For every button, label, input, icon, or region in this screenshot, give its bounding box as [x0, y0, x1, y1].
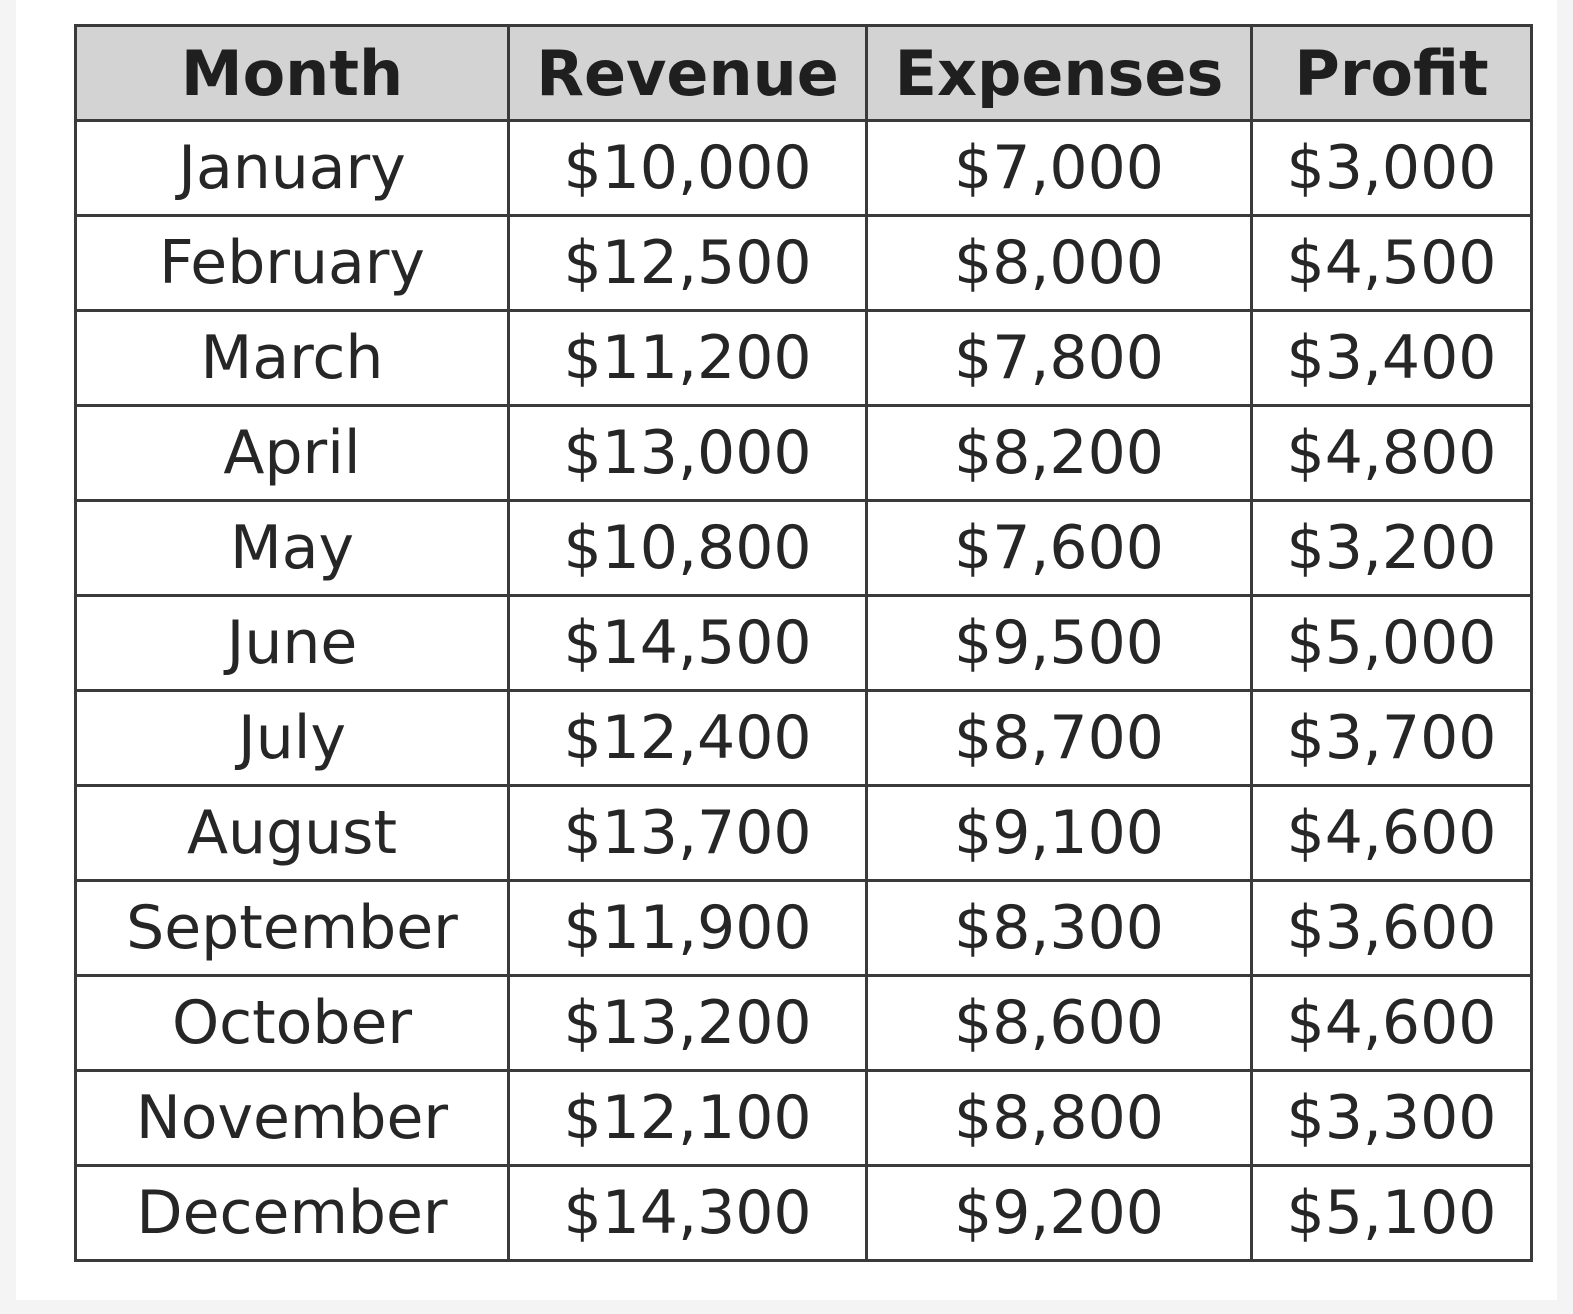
- table-header-row: Month Revenue Expenses Profit: [74, 24, 1533, 122]
- header-revenue: Revenue: [507, 24, 868, 122]
- cell-expenses: $8,600: [865, 974, 1253, 1072]
- cell-month: August: [74, 784, 510, 882]
- table-row: February $12,500 $8,000 $4,500: [74, 214, 1533, 312]
- cell-expenses: $7,800: [865, 309, 1253, 407]
- header-expenses: Expenses: [865, 24, 1253, 122]
- cell-month: February: [74, 214, 510, 312]
- table-row: December $14,300 $9,200 $5,100: [74, 1164, 1533, 1262]
- cell-revenue: $13,700: [507, 784, 868, 882]
- cell-revenue: $12,500: [507, 214, 868, 312]
- cell-profit: $4,600: [1250, 784, 1533, 882]
- cell-profit: $3,600: [1250, 879, 1533, 977]
- table-row: July $12,400 $8,700 $3,700: [74, 689, 1533, 787]
- cell-expenses: $8,800: [865, 1069, 1253, 1167]
- cell-revenue: $10,000: [507, 119, 868, 217]
- table-row: June $14,500 $9,500 $5,000: [74, 594, 1533, 692]
- cell-month: November: [74, 1069, 510, 1167]
- cell-revenue: $14,300: [507, 1164, 868, 1262]
- cell-revenue: $11,200: [507, 309, 868, 407]
- cell-month: January: [74, 119, 510, 217]
- cell-expenses: $8,200: [865, 404, 1253, 502]
- cell-revenue: $12,100: [507, 1069, 868, 1167]
- cell-profit: $3,000: [1250, 119, 1533, 217]
- cell-expenses: $9,200: [865, 1164, 1253, 1262]
- page-background: Month Revenue Expenses Profit January $1…: [16, 0, 1557, 1300]
- cell-month: March: [74, 309, 510, 407]
- cell-profit: $5,100: [1250, 1164, 1533, 1262]
- cell-profit: $4,500: [1250, 214, 1533, 312]
- cell-month: December: [74, 1164, 510, 1262]
- cell-month: June: [74, 594, 510, 692]
- cell-profit: $3,400: [1250, 309, 1533, 407]
- cell-profit: $4,600: [1250, 974, 1533, 1072]
- cell-profit: $3,700: [1250, 689, 1533, 787]
- cell-month: October: [74, 974, 510, 1072]
- cell-expenses: $9,500: [865, 594, 1253, 692]
- cell-month: September: [74, 879, 510, 977]
- cell-profit: $5,000: [1250, 594, 1533, 692]
- cell-expenses: $8,700: [865, 689, 1253, 787]
- cell-expenses: $7,600: [865, 499, 1253, 597]
- cell-profit: $3,200: [1250, 499, 1533, 597]
- table-row: April $13,000 $8,200 $4,800: [74, 404, 1533, 502]
- cell-revenue: $13,200: [507, 974, 868, 1072]
- cell-month: May: [74, 499, 510, 597]
- cell-revenue: $14,500: [507, 594, 868, 692]
- cell-profit: $3,300: [1250, 1069, 1533, 1167]
- cell-expenses: $8,000: [865, 214, 1253, 312]
- table-row: October $13,200 $8,600 $4,600: [74, 974, 1533, 1072]
- cell-revenue: $10,800: [507, 499, 868, 597]
- cell-expenses: $8,300: [865, 879, 1253, 977]
- cell-profit: $4,800: [1250, 404, 1533, 502]
- table-row: September $11,900 $8,300 $3,600: [74, 879, 1533, 977]
- cell-revenue: $12,400: [507, 689, 868, 787]
- cell-expenses: $7,000: [865, 119, 1253, 217]
- cell-expenses: $9,100: [865, 784, 1253, 882]
- table-row: November $12,100 $8,800 $3,300: [74, 1069, 1533, 1167]
- cell-revenue: $13,000: [507, 404, 868, 502]
- cell-month: July: [74, 689, 510, 787]
- table-row: May $10,800 $7,600 $3,200: [74, 499, 1533, 597]
- table-row: March $11,200 $7,800 $3,400: [74, 309, 1533, 407]
- cell-month: April: [74, 404, 510, 502]
- table-row: August $13,700 $9,100 $4,600: [74, 784, 1533, 882]
- table-row: January $10,000 $7,000 $3,000: [74, 119, 1533, 217]
- cell-revenue: $11,900: [507, 879, 868, 977]
- financial-table: Month Revenue Expenses Profit January $1…: [74, 24, 1533, 1262]
- header-profit: Profit: [1250, 24, 1533, 122]
- header-month: Month: [74, 24, 510, 122]
